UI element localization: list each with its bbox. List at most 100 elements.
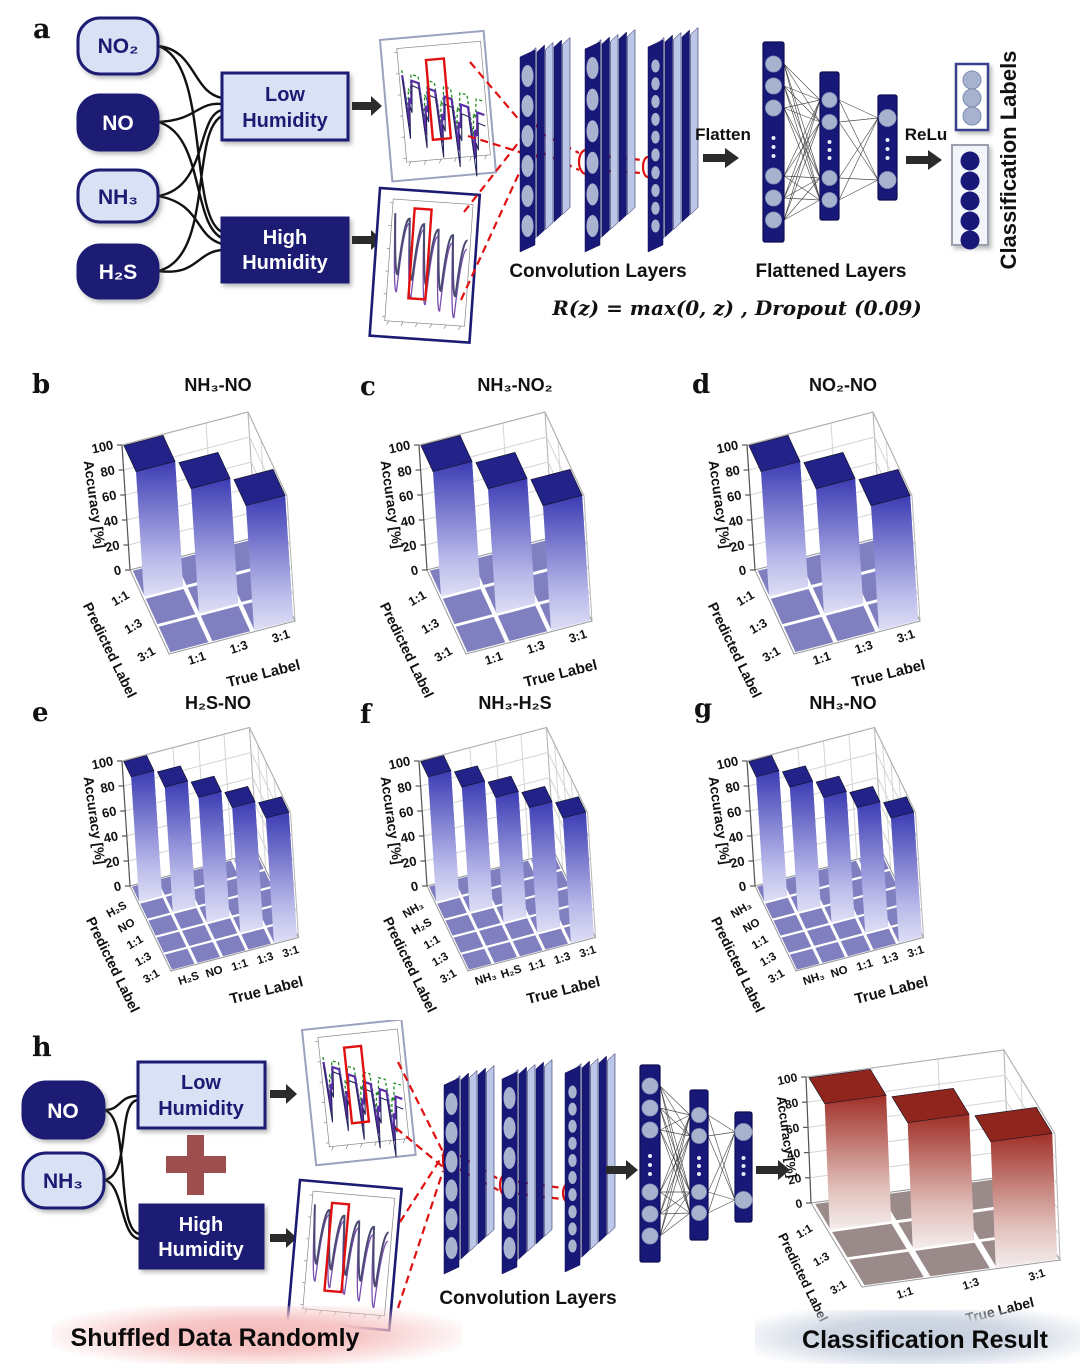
panel-letter-h: h (32, 1032, 52, 1063)
activation-formula: R(z) = max(0, z) , Dropout (0.09) (551, 296, 922, 320)
bar-top (224, 786, 256, 809)
gas-node-no: NO (21, 1080, 106, 1140)
z-tick-label: 20 (401, 537, 418, 555)
z-tick-label: 0 (112, 562, 122, 578)
flatten-label: Flatten (695, 125, 751, 144)
predicted-tick-label: NH₃ (729, 900, 754, 921)
z-tick-label: 80 (396, 778, 413, 796)
z-tick-label: 100 (90, 753, 114, 772)
z-tick-label: 20 (729, 853, 746, 871)
panel-letter-d: d (692, 370, 711, 400)
z-tick-label: 40 (102, 512, 119, 530)
true-tick-label: NO (204, 964, 224, 981)
predicted-tick-label: 3:1 (141, 967, 162, 986)
true-tick-label: 1:1 (527, 957, 547, 974)
low-humidity-box: Low Humidity (136, 1060, 267, 1130)
true-tick-label: 3:1 (578, 944, 598, 961)
chart-panel-f: 0 20 40 60 80 100 Accuracy [%] NH₃ H₂S 1:1 1:3 3:1 P… (315, 683, 665, 1017)
bar-top (190, 775, 222, 798)
z-tick-label: 100 (715, 437, 739, 456)
predicted-tick-label: 3:1 (432, 644, 455, 665)
z-tick-label: 20 (401, 853, 418, 871)
gas-node-no2: NO₂ (76, 16, 160, 76)
z-tick-label: 100 (387, 753, 411, 772)
bar-top (748, 435, 801, 472)
high-humidity-response-plot-thumbnail (286, 1178, 404, 1332)
true-tick-label: 1:3 (525, 638, 547, 657)
predicted-tick-label: 3:1 (438, 967, 459, 986)
predicted-tick-label: NH₃ (401, 900, 426, 921)
z-tick-label: 100 (776, 1070, 799, 1088)
arrow-right-icon (606, 1160, 638, 1180)
arrow-right-icon (352, 96, 382, 116)
flattened-layers-label: Flattened Layers (756, 261, 907, 282)
arrow-right-icon (270, 1084, 297, 1104)
predicted-tick-label: 3:1 (760, 644, 783, 665)
true-tick-label: NH₃ (802, 970, 827, 988)
z-tick-label: 40 (102, 828, 119, 846)
z-tick-label: 40 (399, 828, 416, 846)
z-tick-label: 60 (398, 487, 415, 505)
z-tick-label: 20 (104, 537, 121, 555)
panel-letter-a: a (33, 14, 51, 45)
chart-title: NH₃-NO (809, 693, 876, 713)
relu-label: ReLu (905, 125, 948, 144)
high-humidity-response-plot-thumbnail (368, 186, 482, 345)
true-tick-label: 1:1 (811, 649, 833, 668)
svg-text:NH₃: NH₃ (98, 186, 138, 209)
z-tick-label: 80 (99, 462, 116, 480)
gas-node-h2s: H₂S (76, 243, 160, 300)
plus-icon (166, 1135, 226, 1195)
true-tick-label: 1:3 (256, 951, 276, 968)
chart-panel-d: 0 20 40 60 80 100 Accuracy [%] 1:1 1:3 3:1 Predict… (643, 365, 993, 700)
panel-letter-e: e (32, 698, 49, 728)
bar-top (858, 469, 911, 506)
chart-panel-e: 0 20 40 60 80 100 Accuracy [%] H₂S NO 1:1 1:3 3:1 Pr… (18, 683, 368, 1017)
z-tick-label: 80 (396, 462, 413, 480)
bar-top (555, 796, 587, 819)
predicted-tick-label: H₂S (105, 899, 130, 920)
flattened-fully-connected-layers (762, 41, 898, 243)
true-tick-label: 1:1 (855, 957, 875, 974)
predicted-tick-label: NO (741, 917, 762, 936)
true-tick-label: H₂S (499, 963, 523, 981)
true-tick-label: 3:1 (895, 627, 917, 646)
svg-text:NO: NO (47, 1100, 79, 1123)
panel-a-architecture-diagram: a NO₂ NO NH₃ H₂S Low Humidity High (33, 14, 1021, 345)
predicted-axis-label: Predicted Label (83, 914, 143, 1015)
bar-top (521, 786, 553, 809)
true-tick-label: 1:1 (186, 649, 208, 668)
svg-text:Humidity: Humidity (158, 1098, 244, 1120)
panel-letter-c: c (360, 372, 376, 402)
predicted-tick-label: 3:1 (135, 644, 158, 665)
true-axis-label: True Label (525, 973, 602, 1008)
predicted-tick-label: 1:1 (109, 588, 132, 609)
low-humidity-box: Low Humidity (220, 71, 350, 142)
bar-top (748, 755, 780, 778)
svg-text:Humidity: Humidity (242, 110, 328, 132)
predicted-axis-label: Predicted Label (380, 914, 440, 1015)
true-axis-label: True Label (228, 973, 305, 1008)
arrow-right-icon (703, 148, 739, 168)
true-tick-label: 1:1 (895, 1285, 915, 1302)
convolution-layer-stacks (519, 26, 699, 253)
svg-text:NO: NO (102, 112, 134, 135)
z-tick-label: 100 (90, 437, 114, 456)
svg-text:Low: Low (181, 1072, 221, 1094)
chart-title: NO₂-NO (809, 375, 877, 395)
predicted-tick-label: H₂S (410, 916, 435, 937)
z-tick-label: 0 (737, 878, 747, 894)
arrow-right-icon (270, 1228, 297, 1248)
convolution-layer-stacks (443, 1052, 616, 1275)
bar-top (475, 452, 528, 489)
gas-node-nh3: NH₃ (76, 168, 160, 224)
predicted-tick-label: 1:1 (406, 588, 429, 609)
gas-humidity-connections (157, 44, 223, 273)
classification-result-text: Classification Result (802, 1325, 1048, 1354)
svg-text:H₂S: H₂S (99, 261, 138, 284)
true-tick-label: 3:1 (281, 944, 301, 961)
gas-node-nh3: NH₃ (21, 1151, 106, 1210)
